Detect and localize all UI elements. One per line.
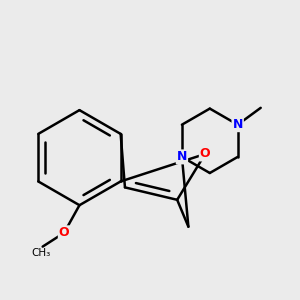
Text: CH₃: CH₃ (32, 248, 51, 258)
Text: O: O (200, 148, 210, 160)
Text: O: O (59, 226, 69, 239)
Text: N: N (177, 150, 187, 164)
Text: N: N (232, 118, 243, 131)
